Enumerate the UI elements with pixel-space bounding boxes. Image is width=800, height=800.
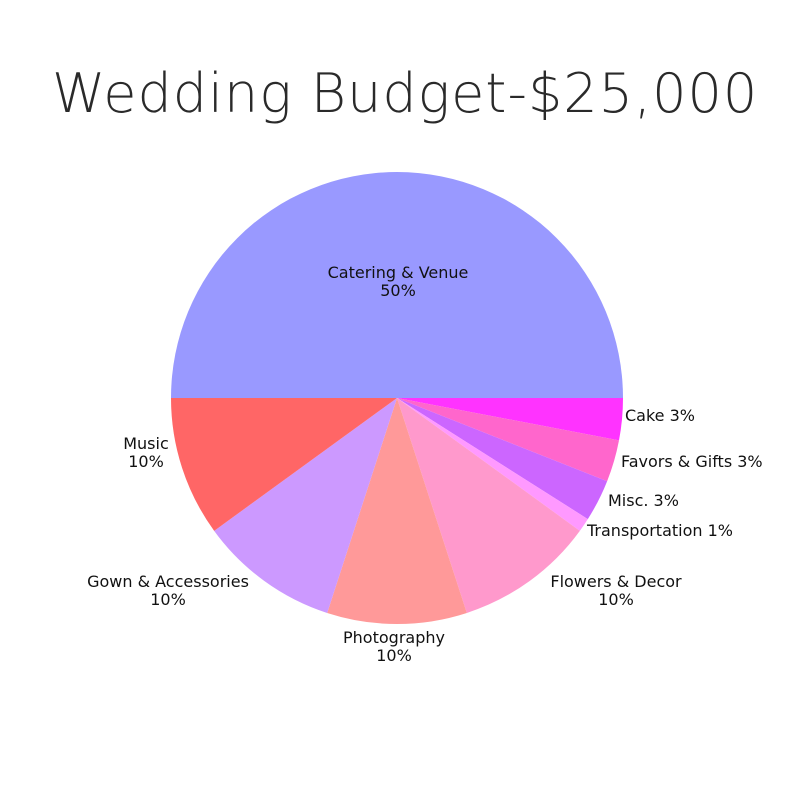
slice-label-catering-venue: Catering & Venue 50%: [328, 263, 469, 300]
slice-label-flowers-decor: Flowers & Decor 10%: [550, 572, 682, 609]
pie-slice-gown-accessories: [214, 398, 397, 613]
slice-label-favors-gifts: Favors & Gifts 3%: [621, 452, 763, 471]
pie-slice-favors-gifts: [397, 398, 619, 482]
slice-label-misc: Misc. 3%: [608, 491, 679, 510]
pie-slice-misc: [397, 398, 608, 520]
pie-slice-cake: [397, 398, 623, 441]
pie-slice-music: [171, 398, 397, 531]
slice-label-transportation: Transportation 1%: [586, 521, 733, 540]
pie-slice-photography: [327, 398, 467, 624]
slice-label-cake: Cake 3%: [625, 406, 695, 425]
pie-slice-transportation: [397, 398, 588, 531]
chart-title: Wedding Budget-$25,000: [52, 62, 759, 125]
slice-label-photography: Photography 10%: [343, 628, 445, 665]
pie-slice-flowers-decor: [397, 398, 580, 613]
pie-slice-catering-venue: [171, 172, 623, 398]
slice-label-music: Music 10%: [123, 434, 169, 471]
slice-label-gown-accessories: Gown & Accessories 10%: [87, 572, 249, 609]
